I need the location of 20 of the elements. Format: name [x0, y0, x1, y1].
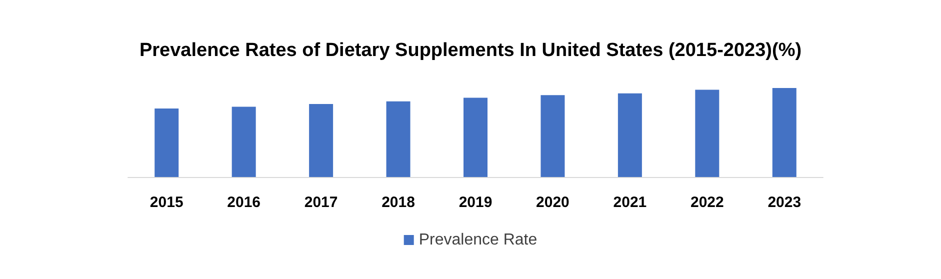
x-tick-label: 2021	[613, 194, 647, 211]
chart-title: Prevalence Rates of Dietary Supplements In United States (2015-2023)(%)	[139, 40, 802, 61]
x-tick-label: 2020	[536, 194, 570, 211]
x-tick-label: 2015	[150, 194, 184, 211]
bar	[772, 88, 796, 177]
x-tick-label: 2023	[768, 194, 802, 211]
bar	[618, 93, 642, 177]
x-tick-label: 2016	[227, 194, 261, 211]
legend-label: Prevalence Rate	[418, 232, 538, 248]
x-tick-label: 2022	[690, 194, 724, 211]
x-tick-label: 2019	[458, 194, 492, 211]
x-tick-label: 2017	[304, 194, 338, 211]
bar	[540, 95, 565, 177]
bar	[309, 104, 334, 177]
bar	[232, 106, 256, 177]
bar	[464, 98, 488, 177]
x-tick-label: 2018	[382, 194, 415, 211]
bar	[386, 101, 410, 177]
bar	[154, 108, 179, 177]
bar	[695, 90, 720, 177]
